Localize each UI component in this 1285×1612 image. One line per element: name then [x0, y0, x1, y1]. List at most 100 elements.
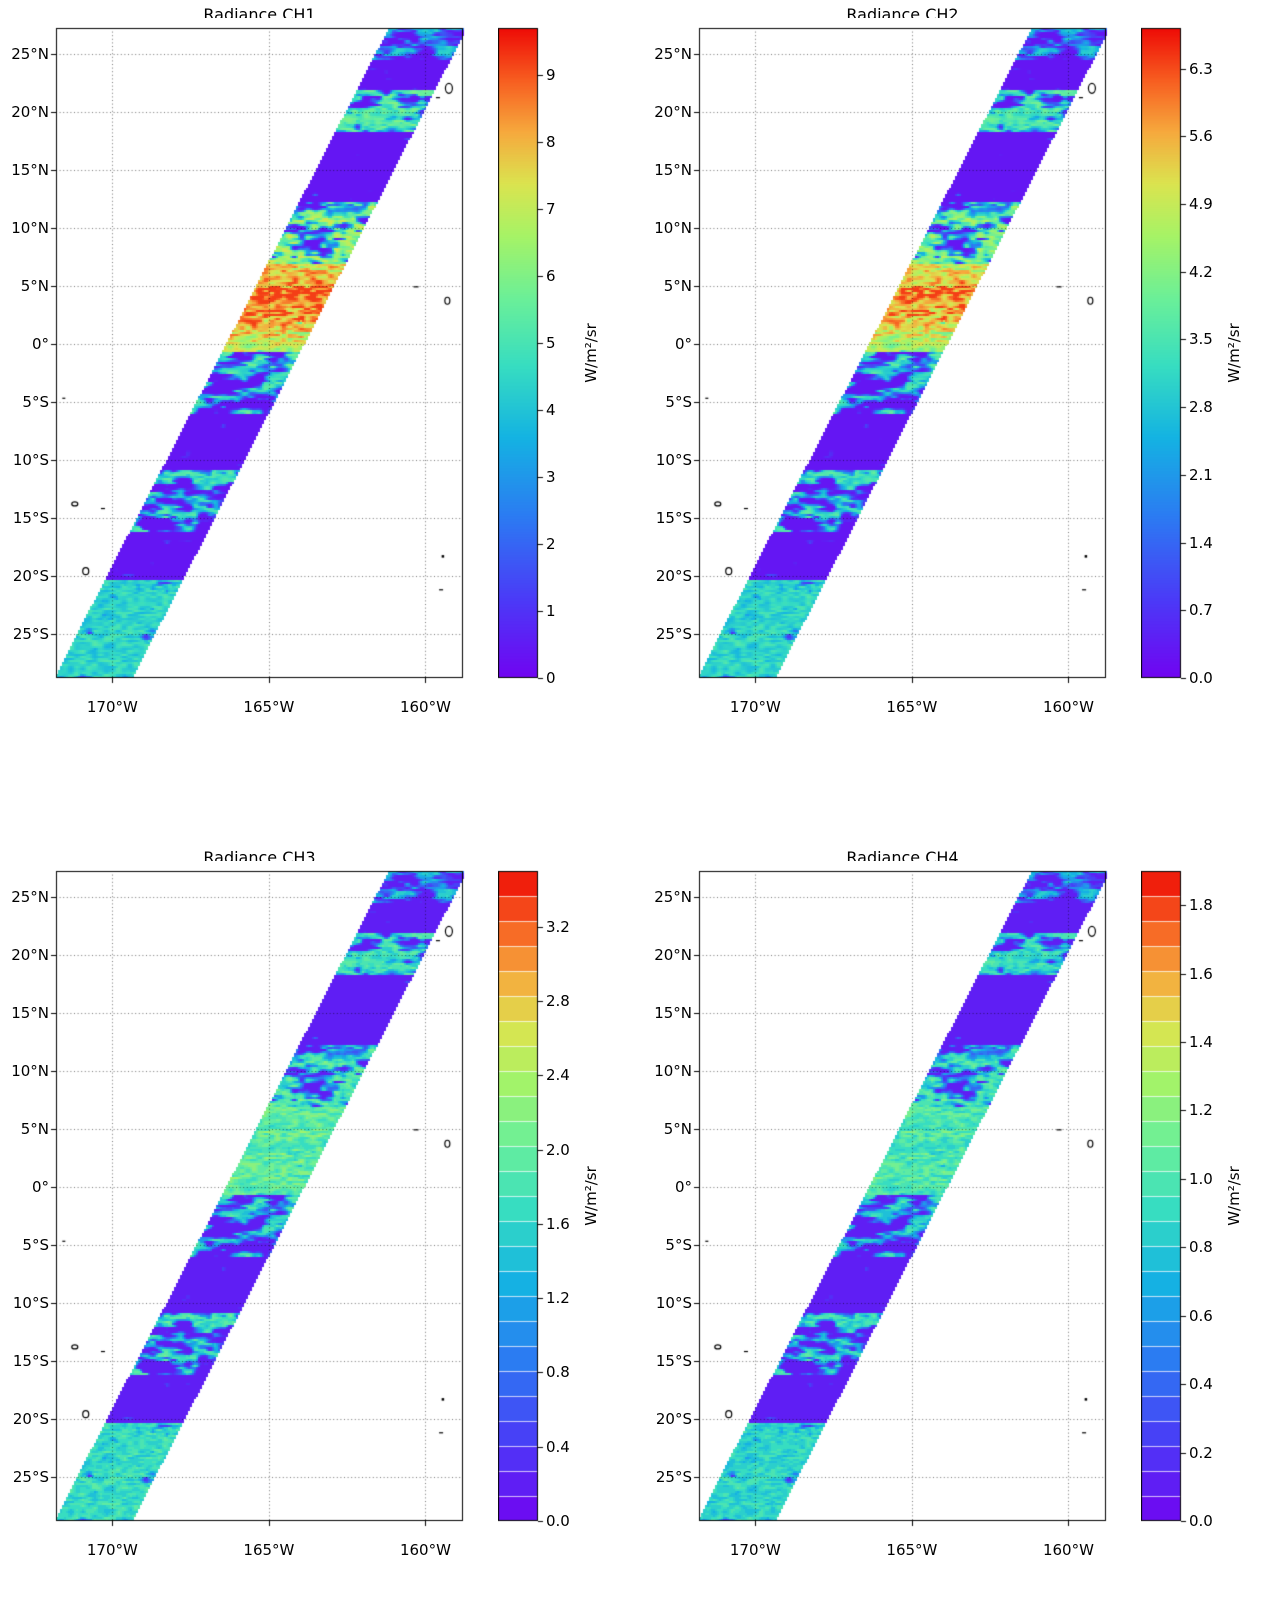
y-tick-label: 0°: [674, 334, 692, 353]
colorbar-tick-label: 2.8: [546, 992, 570, 1010]
colorbar-tick-label: 0.6: [1189, 1306, 1213, 1325]
colorbar-tick-label: 3.5: [1189, 330, 1213, 349]
x-tick-label: 170°W: [729, 1541, 781, 1559]
map-canvas-ch4: [689, 861, 1116, 1531]
colorbar-tick-label: 4.9: [1189, 195, 1213, 214]
y-tick-label: 15°N: [654, 1003, 692, 1022]
panel-radiance-ch4: Radiance CH4 25°N 20°N 15°N 10°N 5°N 0° 5°S 10°…: [644, 846, 1285, 1612]
colorbar-tick-label: 2.0: [546, 1140, 570, 1159]
y-tick-label: 25°N: [654, 887, 692, 906]
y-tick-label: 25°S: [12, 624, 49, 643]
y-tick-label: 15°S: [655, 1351, 692, 1370]
colorbar-canvas-ch2: [1141, 18, 1199, 688]
x-tick-label: 165°W: [886, 698, 938, 716]
colorbar-unit-label-ch1: W/m²/sr: [582, 323, 601, 383]
map-canvas-ch3: [46, 861, 473, 1531]
colorbar-tick-label: 9: [546, 65, 556, 84]
colorbar-tick-label: 1.8: [1189, 896, 1213, 915]
y-tick-label: 5°N: [663, 276, 692, 295]
y-tick-label: 5°S: [22, 1235, 49, 1254]
y-tick-label: 25°S: [655, 624, 692, 643]
colorbar-tick-label: 2.4: [546, 1066, 570, 1085]
y-tick-label: 25°N: [11, 887, 49, 906]
colorbar-tick-label: 2.8: [1189, 398, 1213, 417]
colorbar-canvas-ch1: [498, 18, 556, 688]
colorbar-tick-label: 4: [546, 400, 556, 419]
panel-radiance-ch3: Radiance CH3 25°N 20°N 15°N 10°N 5°N 0° 5°S 10°…: [1, 846, 643, 1612]
colorbar-tick-label: 5: [546, 333, 556, 352]
colorbar-tick-label: 0.0: [1189, 669, 1213, 687]
y-tick-label: 5°S: [665, 392, 692, 411]
colorbar-unit-label-ch4: W/m²/sr: [1225, 1166, 1244, 1226]
y-tick-label: 0°: [674, 1177, 692, 1196]
x-tick-label: 165°W: [243, 1541, 295, 1559]
map-canvas-ch1: [46, 18, 473, 688]
colorbar-tick-label: 0.4: [1189, 1375, 1213, 1394]
y-tick-label: 0°: [31, 1177, 49, 1196]
colorbar-tick-label: 0.0: [1189, 1512, 1213, 1530]
colorbar-canvas-ch3: [498, 861, 556, 1531]
y-tick-label: 10°S: [12, 450, 49, 469]
colorbar-tick-label: 2: [546, 534, 556, 553]
colorbar-tick-label: 5.6: [1189, 127, 1213, 146]
colorbar-tick-label: 1.2: [1189, 1101, 1213, 1120]
colorbar-tick-label: 0.2: [1189, 1443, 1213, 1462]
colorbar-tick-label: 8: [546, 132, 556, 151]
x-tick-label: 160°W: [399, 1541, 451, 1559]
colorbar-tick-label: 3.2: [546, 917, 570, 936]
y-tick-label: 20°S: [655, 1409, 692, 1428]
colorbar-tick-label: 0.4: [546, 1437, 570, 1456]
y-tick-label: 10°N: [11, 218, 49, 237]
colorbar-tick-label: 1: [546, 601, 556, 620]
panel-radiance-ch1: Radiance CH1 25°N 20°N 15°N 10°N 5°N 0° 5°S 10°…: [1, 3, 643, 773]
colorbar-unit-label-ch3: W/m²/sr: [582, 1166, 601, 1226]
colorbar-tick-label: 0.0: [546, 1512, 570, 1530]
y-tick-label: 5°N: [20, 276, 49, 295]
colorbar-tick-label: 2.1: [1189, 465, 1213, 484]
colorbar-unit-label-ch2: W/m²/sr: [1225, 323, 1244, 383]
y-tick-label: 25°N: [654, 44, 692, 63]
x-tick-label: 170°W: [86, 698, 138, 716]
y-tick-label: 25°S: [12, 1467, 49, 1486]
colorbar-tick-label: 0: [546, 669, 556, 687]
y-tick-label: 10°S: [655, 1293, 692, 1312]
colorbar-tick-label: 1.6: [546, 1214, 570, 1233]
y-tick-label: 15°N: [11, 160, 49, 179]
colorbar-tick-label: 0.8: [546, 1363, 570, 1382]
x-tick-label: 165°W: [243, 698, 295, 716]
x-tick-label: 170°W: [86, 1541, 138, 1559]
y-tick-label: 5°N: [663, 1119, 692, 1138]
y-tick-label: 15°S: [655, 508, 692, 527]
colorbar-tick-label: 3: [546, 467, 556, 486]
colorbar-tick-label: 1.2: [546, 1289, 570, 1308]
colorbar-tick-label: 1.0: [1189, 1169, 1213, 1188]
y-tick-label: 20°N: [654, 945, 692, 964]
y-tick-label: 20°N: [11, 102, 49, 121]
y-tick-label: 10°N: [654, 1061, 692, 1080]
y-tick-label: 5°S: [665, 1235, 692, 1254]
colorbar-tick-label: 7: [546, 199, 556, 218]
colorbar-tick-label: 4.2: [1189, 262, 1213, 281]
y-tick-label: 25°N: [11, 44, 49, 63]
colorbar-tick-label: 1.4: [1189, 1033, 1213, 1052]
colorbar-canvas-ch4: [1141, 861, 1199, 1531]
y-tick-label: 20°S: [655, 566, 692, 585]
colorbar-tick-label: 1.6: [1189, 964, 1213, 983]
y-tick-label: 15°S: [12, 1351, 49, 1370]
x-tick-label: 160°W: [1042, 1541, 1094, 1559]
y-tick-label: 20°N: [11, 945, 49, 964]
y-tick-label: 15°N: [11, 1003, 49, 1022]
x-tick-label: 160°W: [399, 698, 451, 716]
map-canvas-ch2: [689, 18, 1116, 688]
colorbar-tick-label: 1.4: [1189, 533, 1213, 552]
y-tick-label: 10°N: [11, 1061, 49, 1080]
y-tick-label: 25°S: [655, 1467, 692, 1486]
colorbar-tick-label: 6: [546, 266, 556, 285]
y-tick-label: 10°S: [12, 1293, 49, 1312]
y-tick-label: 20°S: [12, 1409, 49, 1428]
y-tick-label: 10°S: [655, 450, 692, 469]
y-tick-label: 15°S: [12, 508, 49, 527]
y-tick-label: 15°N: [654, 160, 692, 179]
y-tick-label: 5°S: [22, 392, 49, 411]
